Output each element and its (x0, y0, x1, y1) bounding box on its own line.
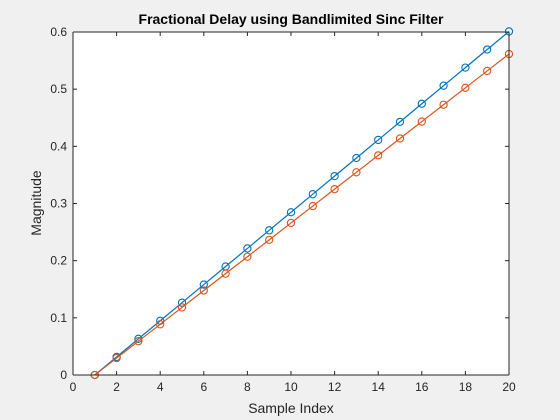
x-tick-label: 16 (415, 380, 429, 394)
series-2-point (177, 303, 187, 312)
series-2-point (112, 353, 121, 363)
series-1-point (199, 280, 208, 289)
series-layer (90, 27, 514, 380)
series-2-point (483, 66, 492, 76)
x-tick-label: 0 (70, 380, 77, 394)
series-2-line (94, 53, 510, 376)
x-tick-label: 6 (200, 380, 207, 394)
series-2-point (352, 168, 361, 177)
y-axis-label: Magnitude (28, 170, 44, 236)
series-1-point (265, 226, 274, 235)
y-tick-label: 0.3 (50, 197, 67, 211)
series-2-point (199, 286, 208, 295)
series-2-point (286, 218, 296, 228)
plot-area (73, 32, 509, 375)
series-1-point (417, 99, 426, 108)
series-2-point (374, 151, 383, 160)
x-tick-label: 20 (502, 380, 516, 394)
series-1-line (94, 30, 510, 376)
series-2-point (330, 184, 339, 194)
series-1-point (439, 81, 448, 90)
series-2-point (417, 117, 426, 126)
series-1-point (374, 135, 383, 145)
series-2-point (265, 235, 274, 245)
series-1-point (395, 117, 405, 127)
x-tick-label: 10 (284, 380, 298, 394)
series-2-point (156, 320, 165, 329)
x-tick-label: 18 (459, 380, 473, 394)
x-tick-label: 12 (328, 380, 342, 394)
series-1-point (461, 63, 470, 72)
series-1-point (286, 208, 296, 217)
series-1-point (177, 298, 187, 307)
series-2-point (308, 201, 317, 211)
y-tick-label: 0.5 (50, 82, 67, 96)
series-2-point (243, 252, 252, 261)
series-1-point (483, 45, 492, 54)
x-tick-label: 2 (113, 380, 120, 394)
x-axis-ticks: 0 2 4 6 8 10 12 14 16 18 20 (70, 32, 516, 394)
y-tick-label: 0 (60, 368, 67, 382)
series-2-point (461, 83, 470, 92)
y-tick-label: 0.4 (50, 139, 67, 153)
series-1-point (243, 244, 252, 253)
series-2-point (439, 100, 448, 109)
x-axis-label: Sample Index (248, 400, 334, 416)
series-1-point (308, 190, 317, 199)
y-tick-label: 0.2 (50, 254, 67, 268)
x-tick-label: 14 (372, 380, 386, 394)
series-2-point (395, 134, 405, 143)
x-tick-label: 8 (244, 380, 251, 394)
chart-title: Fractional Delay using Bandlimited Sinc … (139, 11, 445, 27)
y-tick-label: 0.6 (50, 25, 67, 39)
y-tick-label: 0.1 (50, 311, 67, 325)
x-tick-label: 4 (157, 380, 164, 394)
series-2-point (221, 269, 230, 278)
y-axis-ticks: 0 0.1 0.2 0.3 0.4 0.5 0.6 (50, 25, 509, 382)
series-2-point (134, 337, 143, 346)
series-1-point (352, 153, 361, 163)
series-1-point (330, 171, 339, 181)
